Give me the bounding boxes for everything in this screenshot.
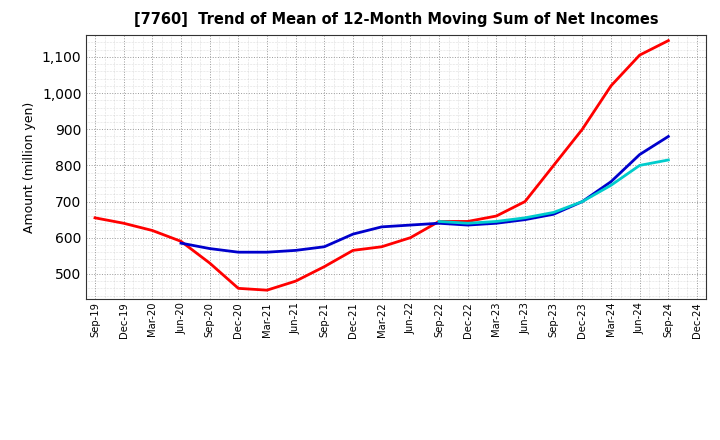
Line: 5 Years: 5 Years xyxy=(181,136,668,252)
7 Years xyxy=(635,163,644,168)
5 Years xyxy=(292,248,300,253)
3 Years xyxy=(607,83,616,88)
Line: 3 Years: 3 Years xyxy=(95,40,668,290)
3 Years xyxy=(234,286,243,291)
5 Years xyxy=(435,220,444,226)
3 Years xyxy=(205,260,214,266)
3 Years xyxy=(435,219,444,224)
3 Years xyxy=(377,244,386,249)
7 Years xyxy=(464,220,472,226)
7 Years xyxy=(435,219,444,224)
5 Years xyxy=(549,212,558,217)
3 Years xyxy=(492,213,500,219)
Title: [7760]  Trend of Mean of 12-Month Moving Sum of Net Incomes: [7760] Trend of Mean of 12-Month Moving … xyxy=(134,12,658,27)
7 Years xyxy=(664,158,672,163)
3 Years xyxy=(176,238,185,244)
3 Years xyxy=(664,38,672,43)
3 Years xyxy=(91,215,99,220)
5 Years xyxy=(607,179,616,184)
5 Years xyxy=(492,220,500,226)
Y-axis label: Amount (million yen): Amount (million yen) xyxy=(23,102,36,233)
5 Years xyxy=(263,249,271,255)
3 Years xyxy=(578,127,587,132)
7 Years xyxy=(521,215,529,220)
5 Years xyxy=(521,217,529,222)
3 Years xyxy=(521,199,529,204)
5 Years xyxy=(664,134,672,139)
5 Years xyxy=(406,223,415,228)
5 Years xyxy=(176,241,185,246)
3 Years xyxy=(348,248,357,253)
3 Years xyxy=(292,279,300,284)
5 Years xyxy=(205,246,214,251)
3 Years xyxy=(635,52,644,58)
3 Years xyxy=(406,235,415,240)
3 Years xyxy=(320,264,328,269)
3 Years xyxy=(148,228,157,233)
7 Years xyxy=(492,219,500,224)
3 Years xyxy=(549,163,558,168)
3 Years xyxy=(464,219,472,224)
Line: 7 Years: 7 Years xyxy=(439,160,668,223)
5 Years xyxy=(377,224,386,230)
5 Years xyxy=(464,223,472,228)
5 Years xyxy=(635,152,644,157)
3 Years xyxy=(263,287,271,293)
3 Years xyxy=(120,220,128,226)
7 Years xyxy=(578,199,587,204)
5 Years xyxy=(234,249,243,255)
5 Years xyxy=(348,231,357,237)
5 Years xyxy=(320,244,328,249)
7 Years xyxy=(607,183,616,188)
5 Years xyxy=(578,199,587,204)
7 Years xyxy=(549,210,558,215)
